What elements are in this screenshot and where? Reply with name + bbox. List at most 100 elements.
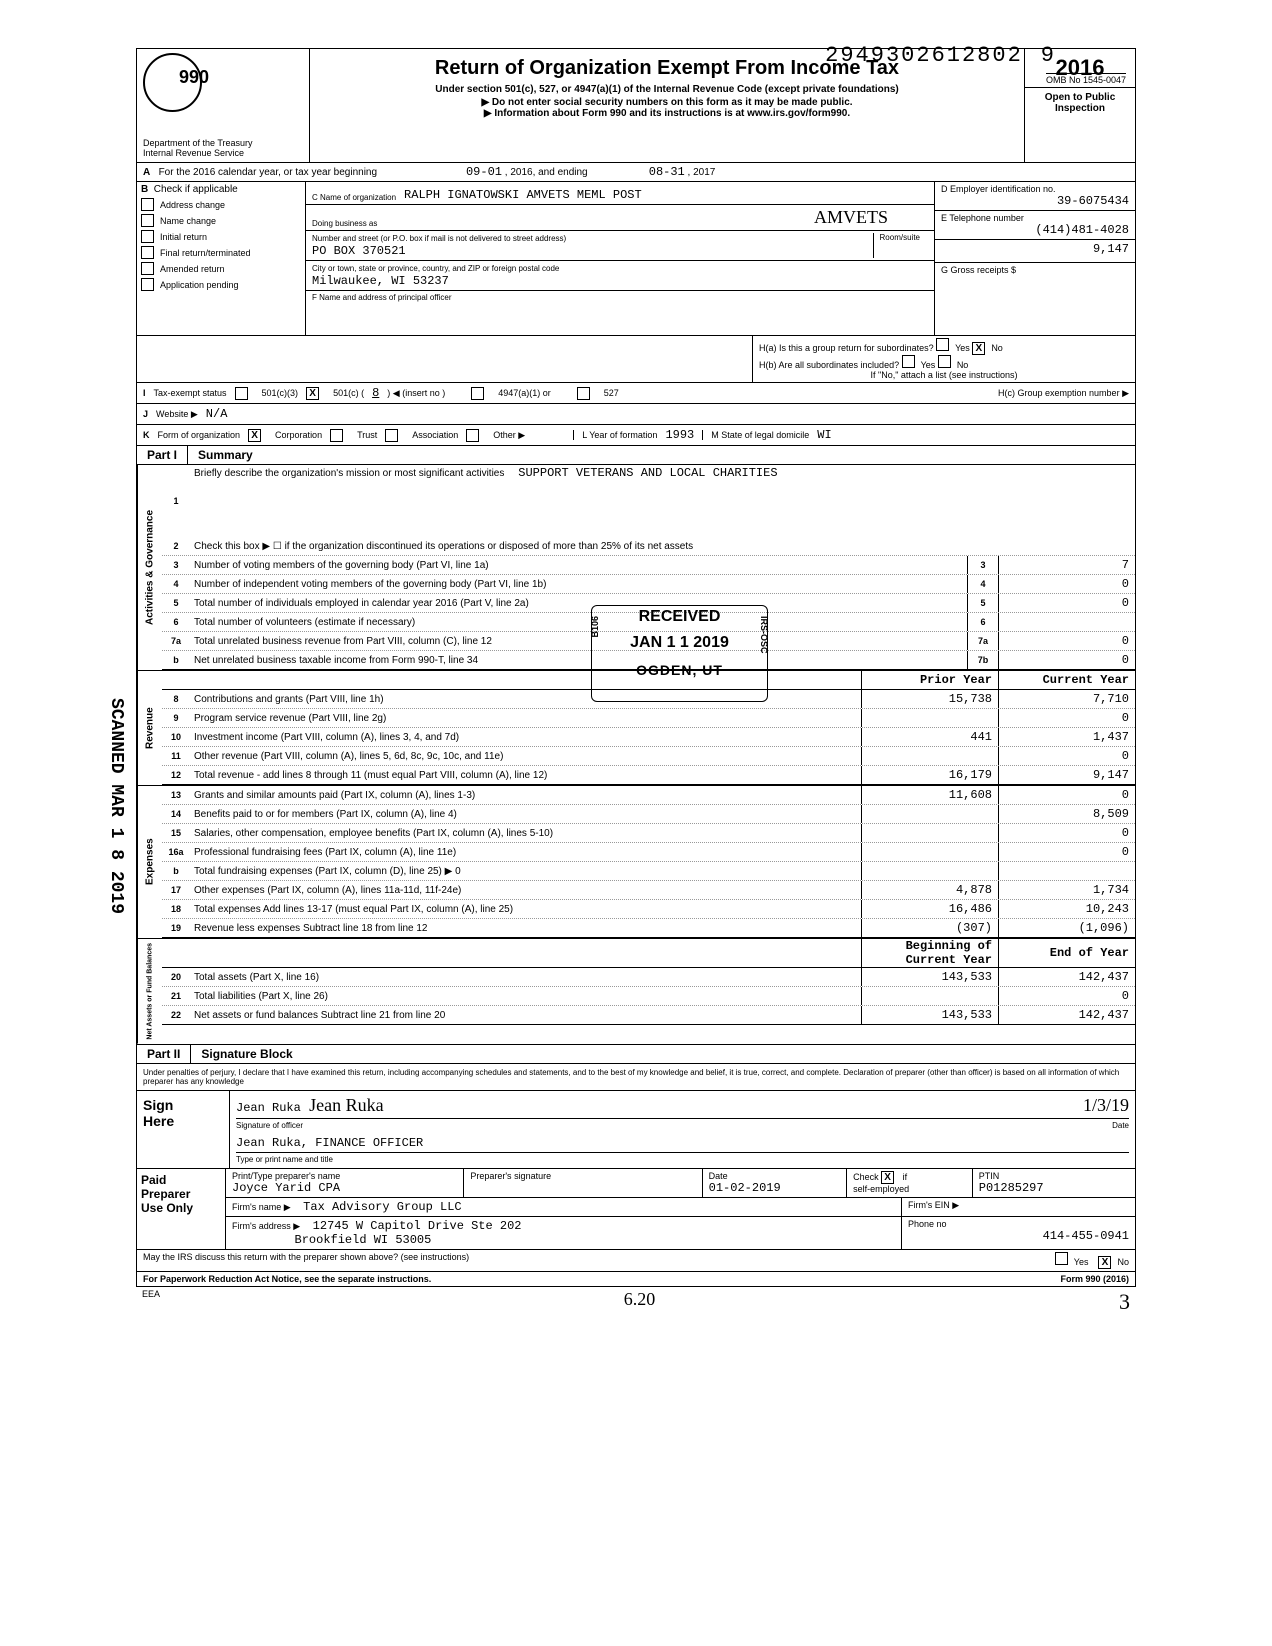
preparer-name: Joyce Yarid CPA: [232, 1181, 340, 1195]
line-19: 19 Revenue less expenses Subtract line 1…: [162, 919, 1135, 938]
form-990-page: 29493026128029 OMB No 1545-0047 SCANNED …: [136, 48, 1136, 1317]
dba-handwritten: AMVETS: [814, 207, 888, 228]
paperwork-row: For Paperwork Reduction Act Notice, see …: [136, 1272, 1136, 1287]
col-de: D Employer identification no. 39-6075434…: [934, 182, 1135, 335]
self-employed-check[interactable]: X: [881, 1171, 894, 1184]
chk-501c3[interactable]: [235, 387, 248, 400]
line-15: 15 Salaries, other compensation, employe…: [162, 824, 1135, 843]
mission-box: Briefly describe the organization's miss…: [190, 465, 1135, 537]
current-year-hdr: Current Year: [998, 671, 1135, 689]
line-2: Check this box ▶ ☐ if the organization d…: [190, 540, 1135, 553]
row-a-tax-year: A For the 2016 calendar year, or tax yea…: [136, 163, 1136, 182]
501c-number: 8: [372, 386, 379, 400]
line-4: 4 Number of independent voting members o…: [162, 575, 1135, 594]
h-note: If "No," attach a list (see instructions…: [759, 370, 1129, 380]
line-9: 9 Program service revenue (Part VIII, li…: [162, 709, 1135, 728]
stamp-right-code: IRS-OSC: [759, 616, 769, 654]
summary-net-assets: Net Assets or Fund Balances Beginning of…: [136, 939, 1136, 1045]
sign-date: 1/3/19: [1083, 1095, 1129, 1116]
discuss-yes[interactable]: [1055, 1252, 1068, 1265]
state-domicile: WI: [817, 428, 831, 442]
row-j-website: J Website ▶ N/A: [136, 404, 1136, 425]
line-18: 18 Total expenses Add lines 13-17 (must …: [162, 900, 1135, 919]
chk-527[interactable]: [577, 387, 590, 400]
gross-receipts-amount: 9,147: [941, 242, 1129, 256]
header-left: 990 Department of the Treasury Internal …: [137, 49, 310, 162]
org-name: RALPH IGNATOWSKI AMVETS MEML POST: [404, 188, 642, 202]
line-21: 21 Total liabilities (Part X, line 26) 0: [162, 987, 1135, 1006]
line-17: 17 Other expenses (Part IX, column (A), …: [162, 881, 1135, 900]
hb-line: H(b) Are all subordinates included? Yes …: [759, 355, 1129, 370]
form-instruction-1: ▶ Do not enter social security numbers o…: [314, 97, 1020, 108]
prior-year-hdr: Prior Year: [861, 671, 998, 689]
beg-year-hdr: Beginning of Current Year: [861, 939, 998, 967]
check-application-pending[interactable]: Application pending: [141, 278, 301, 291]
check-amended[interactable]: Amended return: [141, 262, 301, 275]
check-final-return[interactable]: Final return/terminated: [141, 246, 301, 259]
line-12: 12 Total revenue - add lines 8 through 1…: [162, 766, 1135, 785]
org-name-row: C Name of organization RALPH IGNATOWSKI …: [306, 182, 934, 205]
form-subtitle: Under section 501(c), 527, or 4947(a)(1)…: [314, 84, 1020, 95]
paid-preparer-label: PaidPreparerUse Only: [137, 1169, 226, 1249]
check-address-change[interactable]: Address change: [141, 198, 301, 211]
irs-label: Internal Revenue Service: [143, 148, 303, 158]
chk-corporation[interactable]: X: [248, 429, 261, 442]
stamp-left-code: B106: [590, 616, 600, 638]
line-10: 10 Investment income (Part VIII, column …: [162, 728, 1135, 747]
chk-4947[interactable]: [471, 387, 484, 400]
col-c-org-info: C Name of organization RALPH IGNATOWSKI …: [306, 182, 934, 335]
summary-expenses: Expenses 13 Grants and similar amounts p…: [136, 786, 1136, 939]
h-section: H(a) Is this a group return for subordin…: [752, 336, 1135, 382]
open-to-public: Open to PublicInspection: [1025, 88, 1135, 118]
eea-code: EEA: [142, 1289, 160, 1315]
handwritten-1: 6.20: [624, 1289, 656, 1315]
part-1-header: Part I Summary: [136, 446, 1136, 465]
website-value: N/A: [206, 407, 228, 421]
street-row: Number and street (or P.O. box if mail i…: [306, 231, 934, 261]
handwritten-2: 3: [1119, 1289, 1130, 1315]
line-11: 11 Other revenue (Part VIII, column (A),…: [162, 747, 1135, 766]
firm-address: 12745 W Capitol Drive Ste 202: [313, 1219, 522, 1233]
officer-signature: Jean Ruka: [309, 1095, 383, 1115]
discuss-row: May the IRS discuss this return with the…: [136, 1250, 1136, 1272]
chk-501c[interactable]: X: [306, 387, 319, 400]
begin-date: 09-01: [466, 165, 502, 179]
line-14: 14 Benefits paid to or for members (Part…: [162, 805, 1135, 824]
sign-here-label: SignHere: [137, 1091, 230, 1168]
line-b: b Total fundraising expenses (Part IX, c…: [162, 862, 1135, 881]
part-2-header: Part II Signature Block: [136, 1045, 1136, 1064]
line-16a: 16a Professional fundraising fees (Part …: [162, 843, 1135, 862]
officer-signature-line: Jean Ruka Jean Ruka 1/3/19: [236, 1095, 1129, 1119]
discuss-no[interactable]: X: [1098, 1256, 1111, 1269]
ha-line: H(a) Is this a group return for subordin…: [759, 338, 1129, 355]
dba-row: Doing business as AMVETS: [306, 205, 934, 231]
chk-association[interactable]: [385, 429, 398, 442]
end-date: 08-31: [649, 165, 685, 179]
ptin-value: P01285297: [979, 1181, 1044, 1195]
phone-value: (414)481-4028: [941, 223, 1129, 237]
dept-treasury: Department of the Treasury: [143, 138, 303, 148]
check-name-change[interactable]: Name change: [141, 214, 301, 227]
street-address: PO BOX 370521: [312, 244, 406, 258]
preparer-date: 01-02-2019: [709, 1181, 781, 1195]
f-left-blank: [137, 336, 752, 382]
document-locator-number: 29493026128029: [825, 43, 1056, 68]
city-state-zip: Milwaukee, WI 53237: [312, 274, 449, 288]
end-year-hdr: End of Year: [998, 939, 1135, 967]
chk-other[interactable]: [466, 429, 479, 442]
form-instruction-2: ▶ Information about Form 990 and its ins…: [314, 108, 1020, 119]
check-initial-return[interactable]: Initial return: [141, 230, 301, 243]
firm-address-2: Brookfield WI 53005: [295, 1233, 432, 1247]
phone-row: E Telephone number (414)481-4028: [935, 211, 1135, 240]
form-number: 990: [179, 67, 209, 88]
chk-trust[interactable]: [330, 429, 343, 442]
hc-line: H(c) Group exemption number ▶: [998, 388, 1129, 399]
received-stamp: B106 IRS-OSC RECEIVED JAN 1 1 2019 OGDEN…: [591, 605, 768, 702]
ha-no-checkbox[interactable]: X: [972, 342, 985, 355]
side-expenses: Expenses: [137, 786, 162, 938]
officer-name-typed: Jean Ruka: [236, 1101, 301, 1115]
sign-here-block: SignHere Jean Ruka Jean Ruka 1/3/19 Sign…: [136, 1091, 1136, 1169]
officer-row: F Name and address of principal officer: [306, 291, 934, 335]
scanned-stamp: SCANNED MAR 1 8 2019: [106, 698, 126, 914]
side-revenue: Revenue: [137, 671, 162, 785]
